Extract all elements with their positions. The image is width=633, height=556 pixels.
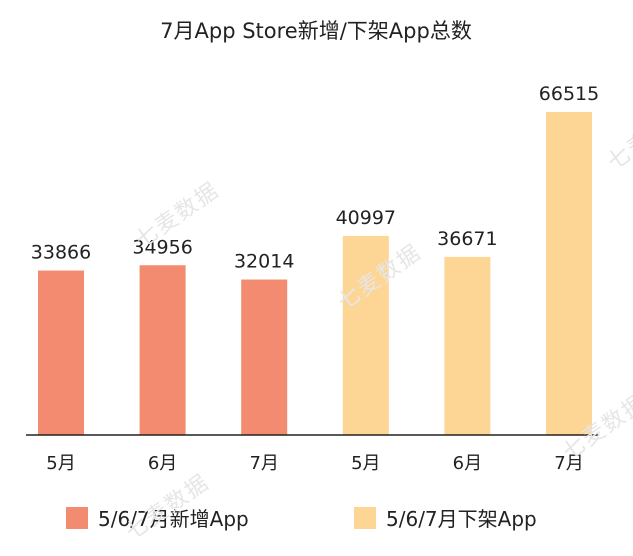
bar (546, 112, 592, 435)
bar (444, 256, 491, 435)
bar (342, 235, 389, 435)
x-tick-label: 7月 (249, 453, 278, 474)
legend-swatch (66, 507, 88, 529)
x-tick-label: 6月 (453, 453, 482, 474)
bar (139, 265, 186, 435)
x-tick-labels: 5月 6月 7月 5月 6月 7月 (46, 453, 583, 474)
legend-label: 5/6/7月下架App (386, 507, 537, 531)
legend-label: 5/6/7月新增App (98, 507, 249, 531)
x-tick-label: 5月 (46, 453, 75, 474)
data-label: 36671 (437, 228, 497, 250)
legend-swatch (354, 507, 376, 529)
bar (38, 270, 84, 435)
x-tick-label: 5月 (351, 453, 380, 474)
x-tick-label: 6月 (148, 453, 177, 474)
bars-group: 33866 34956 32014 40997 36671 66515 (31, 83, 599, 435)
data-label: 32014 (234, 251, 294, 273)
x-tick-label: 7月 (554, 453, 583, 474)
data-label: 66515 (539, 83, 599, 105)
data-label: 34956 (132, 236, 192, 258)
bar (241, 279, 288, 435)
legend: 5/6/7月新增App 5/6/7月下架App (66, 507, 537, 531)
data-label: 40997 (336, 207, 396, 229)
chart-title: 7月App Store新增/下架App总数 (160, 19, 472, 43)
data-label: 33866 (31, 242, 91, 264)
